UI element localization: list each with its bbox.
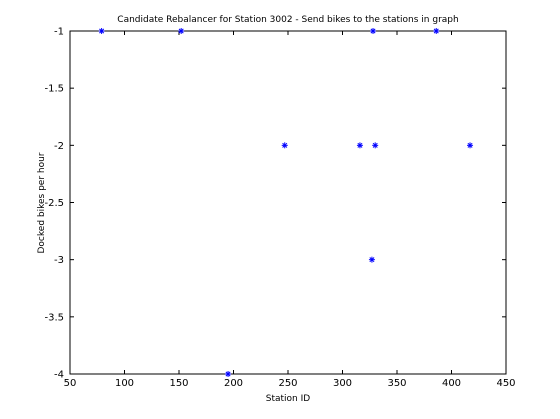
data-point — [370, 28, 377, 34]
y-tick-label: -2.5 — [44, 198, 64, 209]
x-tick-label: 150 — [169, 378, 188, 389]
y-tick-label: -2 — [54, 141, 64, 152]
x-tick-label: 400 — [442, 378, 461, 389]
data-point — [372, 142, 379, 149]
x-tick-label: 200 — [224, 378, 243, 389]
x-tick-label: 350 — [387, 378, 406, 389]
x-tick-label: 100 — [115, 378, 134, 389]
data-point — [433, 28, 440, 34]
y-tick-label: -3 — [54, 255, 64, 266]
y-tick-label: -3.5 — [44, 312, 64, 323]
data-point — [368, 256, 375, 263]
ticks: 50 100 150 200 250 300 350 400 450 -1 -1.5 -2 -2.5 -3… — [44, 27, 515, 390]
y-tick-label: -1 — [54, 27, 64, 38]
data-point — [178, 28, 185, 34]
x-axis-label: Station ID — [266, 394, 311, 404]
data-point — [281, 142, 288, 149]
y-axis-label: Docked bikes per hour — [37, 152, 47, 253]
x-tick-label: 450 — [496, 378, 515, 389]
axes — [69, 30, 507, 375]
data-point — [225, 371, 232, 377]
x-tick-label: 250 — [278, 378, 297, 389]
chart-title: Candidate Rebalancer for Station 3002 - … — [117, 15, 458, 25]
data-point — [98, 28, 105, 34]
y-tick-label: -1.5 — [44, 84, 64, 95]
x-tick-label: 50 — [64, 378, 77, 389]
plot-area-border — [69, 30, 507, 375]
data-points — [98, 28, 474, 377]
data-point — [467, 142, 474, 149]
data-point — [356, 142, 363, 149]
y-tick-label: -4 — [54, 370, 64, 381]
x-tick-label: 300 — [333, 378, 352, 389]
